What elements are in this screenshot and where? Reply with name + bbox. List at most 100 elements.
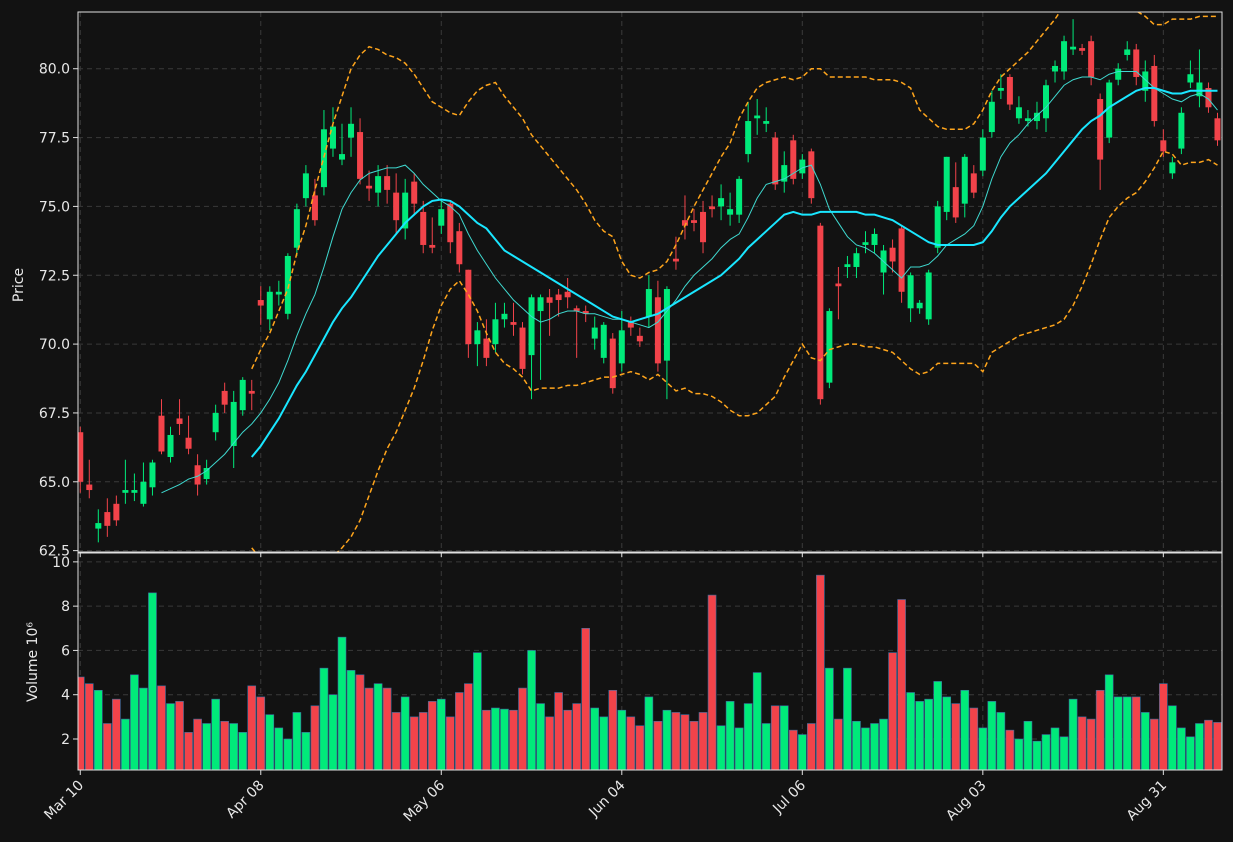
volume-bar [148, 592, 157, 770]
volume-bar [527, 650, 536, 770]
candle-body [1043, 85, 1049, 119]
volume-bar [644, 696, 654, 770]
volume-bar [193, 718, 202, 770]
volume-bar [238, 732, 248, 770]
volume-bar [400, 696, 410, 770]
volume-bar [707, 594, 717, 770]
candle-body [339, 154, 345, 160]
candle-body [275, 291, 282, 295]
candle-body [907, 275, 914, 309]
volume-bar [464, 683, 473, 770]
candle-body [1214, 118, 1221, 141]
candle-body [113, 503, 120, 521]
candle-body [528, 297, 535, 356]
volume-bar [770, 705, 780, 770]
candle-body [1097, 99, 1104, 160]
volume-bar [752, 672, 762, 770]
volume-bar [346, 670, 356, 770]
candle-body [600, 324, 607, 358]
volume-bar [121, 718, 130, 770]
volume-bar [482, 709, 491, 770]
volume-bar [175, 701, 184, 770]
candle-body [366, 185, 373, 189]
candle-body [104, 512, 111, 526]
candle-body [835, 283, 842, 287]
volume-bar [761, 723, 771, 770]
candle-body [1196, 82, 1203, 97]
volume-bar [94, 689, 103, 770]
candle-body [1187, 74, 1194, 83]
volume-bar [779, 705, 789, 770]
candle-body [1015, 107, 1022, 119]
volume-bar [1050, 727, 1060, 770]
volume-bar [1131, 696, 1141, 770]
y-tick-label: 77.5 [39, 131, 70, 147]
volume-bar [500, 708, 509, 770]
volume-bar [184, 732, 193, 770]
candle-body [86, 484, 93, 491]
candle-body [781, 165, 788, 182]
volume-bar [1059, 736, 1069, 770]
candle-body [194, 465, 201, 485]
volume-bar [825, 667, 834, 770]
candle-body [889, 247, 896, 262]
volume-bar [391, 712, 401, 770]
candle-body [447, 203, 454, 243]
candle-body [1178, 112, 1185, 149]
volume-bar [473, 652, 482, 770]
price-frame [77, 11, 1223, 553]
volume-bar [545, 716, 554, 770]
volume-bar [283, 738, 293, 770]
y-tick-label: 65.0 [39, 475, 70, 491]
volume-bar [1177, 727, 1186, 770]
volume-bar [1213, 722, 1222, 770]
candle-body [474, 330, 481, 345]
candle-body [997, 88, 1004, 91]
volume-bar [942, 696, 952, 770]
volume-bar [861, 727, 870, 770]
volume-bar [933, 681, 942, 770]
candle-body [1151, 65, 1158, 122]
volume-bar [870, 723, 879, 770]
volume-bar [310, 705, 320, 770]
candle-body [176, 418, 183, 424]
candle-body [1106, 82, 1113, 138]
volume-bar [1186, 736, 1195, 770]
volume-bar [1041, 734, 1051, 770]
candle-body [853, 253, 860, 267]
candle-body [456, 231, 463, 265]
candle-body [78, 432, 84, 482]
candle-body [700, 211, 707, 243]
candle-body [754, 115, 761, 119]
volume-bar [130, 674, 139, 770]
volume-bar [879, 718, 888, 770]
volume-frame [77, 552, 1223, 771]
candle-body [636, 335, 643, 342]
candle-body [1160, 140, 1167, 152]
volume-bar [788, 729, 798, 770]
volume-bar [608, 689, 618, 770]
volume-bar [924, 698, 933, 770]
candle-body [465, 269, 472, 345]
volume-bar [337, 636, 347, 770]
y-tick-label: 62.5 [39, 544, 70, 560]
candle-body [357, 132, 364, 179]
volume-bar [590, 707, 600, 770]
candle-body [862, 242, 869, 245]
candle-body [185, 437, 192, 449]
candle-body [167, 434, 174, 457]
candle-body [492, 319, 499, 345]
y-tick-label: 72.5 [39, 268, 70, 284]
candle-body [284, 255, 291, 314]
volume-bar [202, 723, 211, 770]
candle-body [943, 156, 950, 212]
volume-bar [1095, 689, 1105, 770]
candle-body [988, 101, 995, 133]
volume-bar [418, 712, 428, 770]
volume-bar [888, 652, 897, 770]
candle-body [1033, 112, 1040, 122]
volume-bar [834, 718, 843, 770]
candle-body [745, 121, 752, 155]
volume-bar [897, 599, 906, 770]
candle-body [799, 159, 806, 174]
